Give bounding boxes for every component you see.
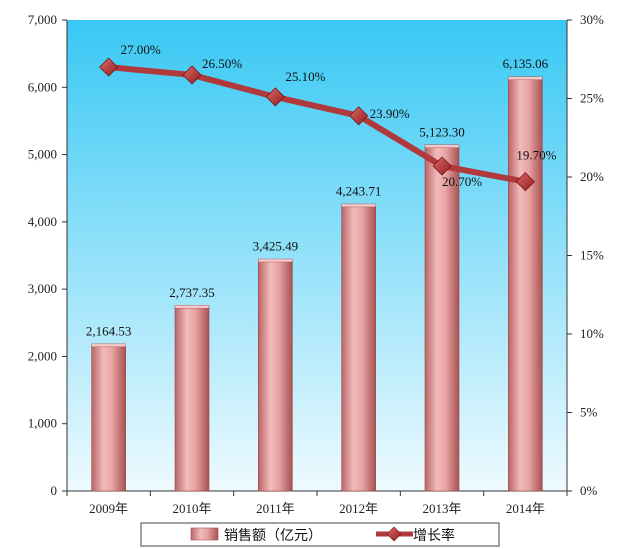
right-axis-tick-label: 20% bbox=[580, 169, 604, 184]
left-axis-tick-label: 7,000 bbox=[28, 12, 57, 27]
x-axis-tick-label: 2010年 bbox=[172, 501, 211, 516]
legend-line-marker bbox=[386, 526, 402, 542]
line-point bbox=[265, 87, 285, 107]
bar-top bbox=[91, 343, 126, 348]
left-axis-tick-label: 2,000 bbox=[28, 348, 57, 363]
left-axis-tick-label: 3,000 bbox=[28, 281, 57, 296]
right-axis-tick-label: 0% bbox=[580, 483, 598, 498]
line-value-label: 19.70% bbox=[516, 148, 556, 163]
bar-value-label: 5,123.30 bbox=[419, 124, 465, 139]
right-axis-tick-label: 10% bbox=[580, 326, 604, 341]
bar bbox=[424, 145, 460, 492]
bar bbox=[341, 205, 376, 492]
plot-area bbox=[67, 20, 567, 491]
left-axis-tick-label: 6,000 bbox=[28, 79, 57, 94]
right-axis-tick-label: 15% bbox=[580, 248, 604, 263]
right-axis-tick-label: 5% bbox=[580, 405, 598, 420]
left-axis-tick-label: 1,000 bbox=[28, 416, 57, 431]
line-value-label: 23.90% bbox=[370, 106, 410, 121]
bar-top bbox=[341, 203, 376, 208]
legend: 销售额（亿元） 增长率 bbox=[140, 522, 500, 547]
bar-top bbox=[424, 144, 460, 148]
line-point bbox=[182, 65, 202, 85]
bar bbox=[508, 77, 543, 492]
right-axis-tick-label: 30% bbox=[580, 12, 604, 27]
bar-value-label: 2,164.53 bbox=[86, 323, 132, 338]
x-axis-tick-label: 2013年 bbox=[422, 501, 461, 516]
left-axis-tick-label: 0 bbox=[51, 483, 58, 498]
x-axis-tick-label: 2011年 bbox=[256, 501, 295, 516]
line-point bbox=[349, 106, 369, 126]
bar bbox=[174, 306, 210, 492]
legend-line-label: 增长率 bbox=[413, 527, 455, 544]
legend-bar-swatch bbox=[190, 527, 219, 541]
line-value-label: 26.50% bbox=[202, 56, 242, 71]
line-value-label: 20.70% bbox=[442, 174, 482, 189]
bar-top bbox=[258, 258, 293, 263]
bar-series bbox=[91, 76, 543, 492]
line-point bbox=[515, 172, 535, 192]
bar-value-label: 6,135.06 bbox=[503, 56, 549, 71]
data-labels: 2,164.53 2,737.35 3,425.49 4,243.71 5,123.30… bbox=[86, 42, 557, 338]
line-point bbox=[432, 156, 452, 176]
line-series bbox=[99, 57, 535, 192]
bar-top bbox=[174, 305, 210, 309]
bar bbox=[91, 345, 126, 492]
legend-box bbox=[140, 522, 500, 547]
left-axis: 0 1,000 2,000 3,000 4,000 5,000 6,000 7,000 bbox=[28, 12, 68, 498]
legend-bar-label: 销售额（亿元） bbox=[224, 528, 322, 544]
right-axis: 0% 5% 10% 15% 20% 25% 30% bbox=[566, 12, 604, 498]
bar bbox=[258, 260, 293, 492]
x-axis: 2009年 2010年 2011年 2012年 2013年 2014年 bbox=[66, 490, 568, 516]
right-axis-tick-label: 25% bbox=[580, 91, 604, 106]
line-point bbox=[99, 57, 119, 77]
x-axis-tick-label: 2014年 bbox=[506, 501, 545, 516]
bar-value-label: 2,737.35 bbox=[169, 285, 215, 300]
line-value-label: 25.10% bbox=[285, 69, 325, 84]
bar-top bbox=[508, 76, 543, 80]
left-axis-tick-label: 5,000 bbox=[28, 147, 57, 162]
x-axis-tick-label: 2012年 bbox=[339, 501, 378, 516]
line-value-label: 27.00% bbox=[121, 42, 161, 57]
growth-line bbox=[105, 64, 529, 185]
left-axis-tick-label: 4,000 bbox=[28, 214, 57, 229]
bar-value-label: 4,243.71 bbox=[336, 183, 382, 198]
bar-value-label: 3,425.49 bbox=[253, 239, 299, 254]
x-axis-tick-label: 2009年 bbox=[89, 501, 128, 516]
